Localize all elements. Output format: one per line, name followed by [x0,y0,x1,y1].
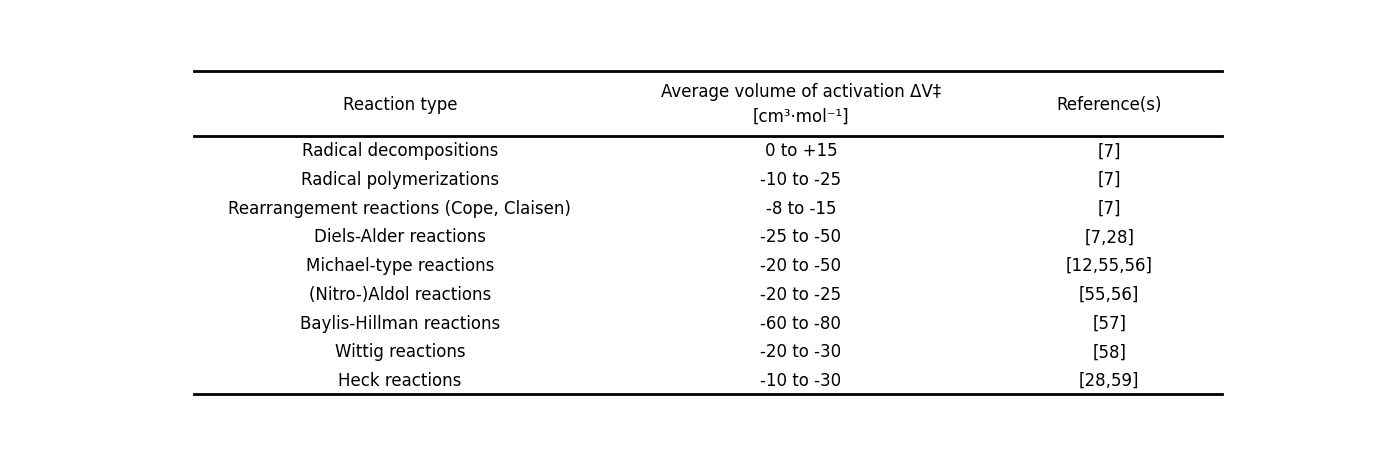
Text: [cm³·mol⁻¹]: [cm³·mol⁻¹] [753,108,849,126]
Text: Heck reactions: Heck reactions [339,371,462,389]
Text: -8 to -15: -8 to -15 [766,199,836,217]
Text: Rearrangement reactions (Cope, Claisen): Rearrangement reactions (Cope, Claisen) [228,199,571,217]
Text: [57]: [57] [1092,314,1126,332]
Text: -20 to -25: -20 to -25 [760,285,842,303]
Text: Reference(s): Reference(s) [1056,96,1162,113]
Text: [28,59]: [28,59] [1079,371,1140,389]
Text: [58]: [58] [1092,343,1126,360]
Text: Reaction type: Reaction type [343,96,457,113]
Text: Diels-Alder reactions: Diels-Alder reactions [314,228,486,246]
Text: Baylis-Hillman reactions: Baylis-Hillman reactions [300,314,500,332]
Text: 0 to +15: 0 to +15 [764,142,837,160]
Text: -20 to -50: -20 to -50 [760,257,842,274]
Text: [55,56]: [55,56] [1079,285,1140,303]
Text: Radical polymerizations: Radical polymerizations [301,171,499,188]
Text: [7,28]: [7,28] [1085,228,1135,246]
Text: -10 to -30: -10 to -30 [760,371,842,389]
Text: -60 to -80: -60 to -80 [760,314,842,332]
Text: -20 to -30: -20 to -30 [760,343,842,360]
Text: -10 to -25: -10 to -25 [760,171,842,188]
Text: (Nitro-)Aldol reactions: (Nitro-)Aldol reactions [308,285,491,303]
Text: Michael-type reactions: Michael-type reactions [305,257,493,274]
Text: [7]: [7] [1097,199,1121,217]
Text: -25 to -50: -25 to -50 [760,228,842,246]
Text: [7]: [7] [1097,171,1121,188]
Text: [7]: [7] [1097,142,1121,160]
Text: [12,55,56]: [12,55,56] [1066,257,1153,274]
Text: Radical decompositions: Radical decompositions [301,142,498,160]
Text: Average volume of activation ΔV‡: Average volume of activation ΔV‡ [661,83,941,101]
Text: Wittig reactions: Wittig reactions [334,343,466,360]
